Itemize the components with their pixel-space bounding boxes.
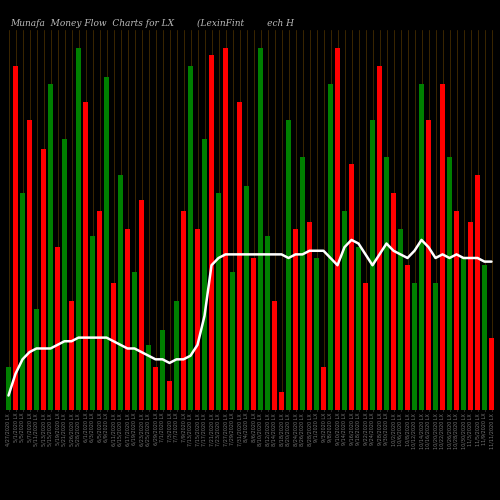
Bar [174, 302, 179, 410]
Bar [41, 150, 46, 410]
Bar [125, 229, 130, 410]
Bar [272, 302, 277, 410]
Bar [447, 156, 452, 410]
Bar [328, 84, 333, 410]
Bar [461, 258, 466, 410]
Bar [475, 175, 480, 410]
Bar [139, 200, 144, 410]
Bar [293, 229, 298, 410]
Bar [111, 284, 116, 410]
Bar [468, 222, 473, 410]
Bar [62, 138, 67, 410]
Bar [398, 229, 403, 410]
Bar [258, 48, 263, 410]
Bar [349, 164, 354, 410]
Bar [342, 211, 347, 410]
Bar [34, 308, 39, 410]
Bar [440, 84, 445, 410]
Bar [307, 222, 312, 410]
Bar [314, 258, 319, 410]
Bar [433, 284, 438, 410]
Bar [223, 48, 228, 410]
Bar [209, 56, 214, 410]
Bar [230, 272, 235, 410]
Bar [118, 175, 123, 410]
Bar [244, 186, 249, 410]
Bar [377, 66, 382, 410]
Bar [97, 211, 102, 410]
Bar [419, 84, 424, 410]
Bar [188, 66, 193, 410]
Bar [279, 392, 284, 410]
Bar [69, 302, 74, 410]
Bar [20, 193, 25, 410]
Bar [300, 156, 305, 410]
Bar [384, 156, 389, 410]
Bar [286, 120, 291, 410]
Bar [132, 272, 137, 410]
Bar [363, 284, 368, 410]
Bar [216, 193, 221, 410]
Bar [391, 193, 396, 410]
Bar [160, 330, 165, 410]
Bar [454, 211, 459, 410]
Bar [146, 345, 151, 410]
Bar [83, 102, 88, 410]
Bar [370, 120, 375, 410]
Text: Munafa  Money Flow  Charts for LX        (LexinFint        ech H: Munafa Money Flow Charts for LX (LexinFi… [10, 18, 294, 28]
Bar [426, 120, 431, 410]
Bar [195, 229, 200, 410]
Bar [48, 84, 53, 410]
Bar [237, 102, 242, 410]
Bar [405, 265, 410, 410]
Bar [90, 236, 95, 410]
Bar [412, 284, 417, 410]
Bar [153, 366, 158, 410]
Bar [489, 338, 494, 410]
Bar [27, 120, 32, 410]
Bar [321, 366, 326, 410]
Bar [251, 258, 256, 410]
Bar [104, 77, 109, 410]
Bar [356, 247, 361, 410]
Bar [265, 236, 270, 410]
Bar [76, 48, 81, 410]
Bar [167, 381, 172, 410]
Bar [335, 48, 340, 410]
Bar [482, 265, 487, 410]
Bar [13, 66, 18, 410]
Bar [202, 138, 207, 410]
Bar [6, 366, 11, 410]
Bar [55, 247, 60, 410]
Bar [181, 211, 186, 410]
